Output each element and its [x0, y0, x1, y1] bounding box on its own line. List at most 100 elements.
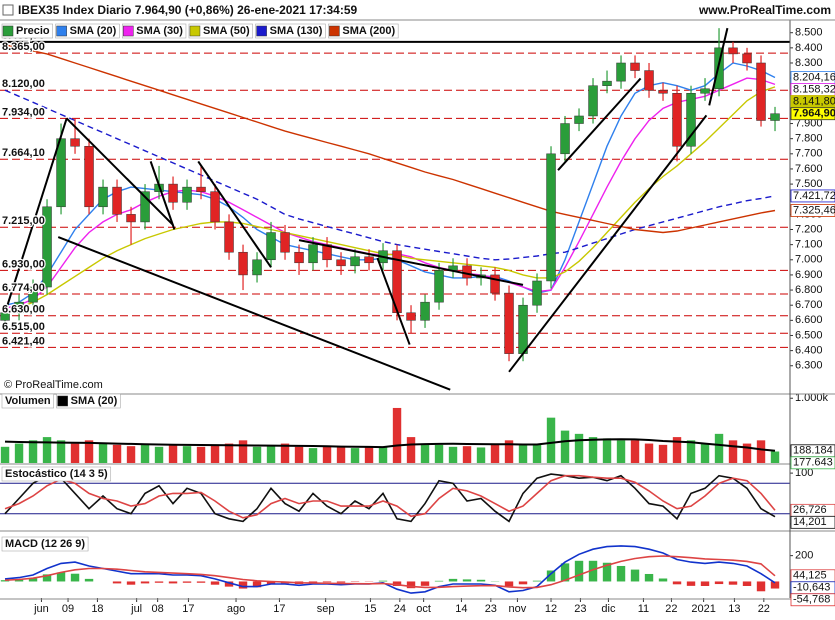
value-label: 188.184	[793, 445, 833, 457]
volume-bar	[140, 443, 150, 463]
y-tick-label: 7.100	[795, 239, 823, 251]
candle-body	[182, 186, 192, 203]
y-tick-label: 200	[795, 550, 813, 562]
value-label: 7.421,72	[793, 190, 835, 202]
y-tick-label: 8.500	[795, 27, 823, 39]
legend-swatch	[123, 25, 134, 37]
volume-bar	[378, 446, 388, 463]
x-tick-label: sep	[317, 603, 335, 615]
legend-label: Volumen	[5, 395, 51, 407]
histogram-bar	[714, 581, 724, 585]
histogram-bar	[448, 578, 458, 582]
histogram-bar	[168, 581, 178, 584]
legend-swatch	[2, 25, 14, 37]
level-label: 8.120,00	[2, 78, 45, 90]
candle-body	[224, 221, 234, 253]
indicator-line	[4, 86, 776, 314]
volume-bar	[364, 446, 374, 463]
value-label: 26,726	[793, 504, 827, 516]
candle-body	[644, 70, 654, 91]
candle-body	[700, 88, 710, 94]
candle-body	[42, 206, 52, 288]
legend-bg	[1, 393, 54, 409]
legend-bg	[328, 23, 399, 39]
volume-bar	[714, 433, 724, 463]
histogram-bar	[308, 581, 318, 583]
value-label: 44,125	[793, 570, 827, 582]
volume-bar	[630, 440, 640, 463]
volume-bar	[756, 440, 766, 463]
value-label: 14,201	[793, 516, 827, 528]
candle-body	[140, 191, 150, 223]
candle-body	[294, 251, 304, 264]
value-label-box	[790, 189, 835, 203]
candle-body	[630, 62, 640, 71]
y-tick-label: 7.800	[795, 133, 823, 145]
histogram-bar	[14, 579, 24, 582]
histogram-bar	[196, 581, 206, 583]
legend-bg	[255, 23, 326, 39]
legend-swatch	[329, 25, 340, 37]
histogram-bar	[140, 581, 150, 584]
candle-body	[588, 85, 598, 117]
legend-bg	[1, 23, 53, 39]
volume-bar	[518, 443, 528, 463]
header-site: www.ProRealTime.com	[698, 3, 831, 17]
volume-bar	[644, 443, 654, 463]
trend-line	[57, 236, 451, 391]
candle-body	[280, 232, 290, 253]
value-label-box	[790, 456, 835, 470]
trend-line	[197, 160, 272, 268]
level-label: 6.930,00	[2, 258, 45, 270]
volume-bar	[448, 446, 458, 463]
x-tick-label: 08	[152, 603, 164, 615]
header-title: IBEX35 Index Diario 7.964,90 (+0,86%) 26…	[18, 3, 358, 17]
volume-bar	[770, 451, 780, 463]
legend-bg	[1, 536, 89, 552]
volume-bar	[112, 444, 122, 463]
legend-label: SMA (20)	[70, 25, 117, 37]
candle-body	[672, 93, 682, 147]
legend-label: SMA (20)	[71, 395, 118, 407]
trend-line	[508, 114, 708, 373]
candle-body	[532, 280, 542, 306]
y-tick-label: 8.300	[795, 57, 823, 69]
level-label: 7.934,00	[2, 106, 45, 118]
histogram-bar	[154, 581, 164, 583]
legend-label: SMA (50)	[203, 25, 250, 37]
volume-bar	[56, 440, 66, 463]
histogram-bar	[462, 579, 472, 582]
histogram-bar	[420, 581, 430, 586]
candle-body	[756, 62, 766, 121]
x-tick-label: nov	[509, 603, 527, 615]
indicator-line	[4, 44, 776, 234]
volume-bar	[504, 440, 514, 463]
watermark: © ProRealTime.com	[4, 379, 103, 391]
histogram-bar	[42, 574, 52, 582]
trend-line	[298, 239, 524, 286]
volume-bar	[476, 447, 486, 463]
x-tick-label: 22	[665, 603, 677, 615]
value-label: 8.141,80	[793, 95, 835, 107]
volume-bar	[210, 444, 220, 463]
histogram-bar	[266, 581, 276, 585]
volume-bar	[308, 448, 318, 463]
candle-body	[112, 186, 122, 215]
value-label-box	[790, 515, 835, 529]
volume-bar	[742, 443, 752, 463]
candle-body	[308, 244, 318, 264]
volume-bar	[350, 448, 360, 463]
y-tick-label: 1.000k	[795, 392, 829, 404]
legend-label: SMA (30)	[136, 25, 183, 37]
volume-bar	[238, 440, 248, 463]
y-tick-label: 6.600	[795, 314, 823, 326]
volume-bar	[546, 417, 556, 463]
candle-body	[616, 62, 626, 82]
histogram-bar	[616, 565, 626, 582]
y-tick-label: 8.400	[795, 42, 823, 54]
x-tick-label: 24	[394, 603, 406, 615]
histogram-bar	[56, 572, 66, 582]
trend-line	[4, 118, 68, 314]
volume-bar	[266, 446, 276, 463]
histogram-bar	[392, 581, 402, 586]
